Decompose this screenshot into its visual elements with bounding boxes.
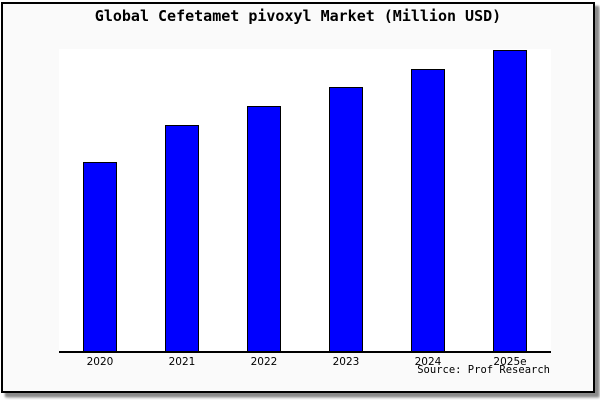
x-tick-label-2020: 2020 (86, 356, 114, 368)
figure-frame: Global Cefetamet pivoxyl Market (Million… (1, 2, 595, 393)
x-tick-label-2021: 2021 (168, 356, 196, 368)
bar-2025e (493, 50, 527, 351)
x-tick-label-2025e: 2025e (493, 356, 527, 368)
bar-column-2020 (59, 49, 141, 351)
x-tick-label-2022: 2022 (250, 356, 278, 368)
bar-column-2021 (141, 49, 223, 351)
bar-2023 (329, 87, 363, 351)
bar-column-2023 (305, 49, 387, 351)
bar-2020 (83, 162, 117, 351)
chart-title: Global Cefetamet pivoxyl Market (Million… (94, 7, 502, 25)
x-tick-label-2023: 2023 (332, 356, 360, 368)
source-note: Source: Prof Research (417, 364, 550, 376)
plot-area (59, 49, 551, 353)
bar-2024 (411, 69, 445, 351)
bar-column-2022 (223, 49, 305, 351)
bar-column-2024 (387, 49, 469, 351)
bar-column-2025e (469, 49, 551, 351)
x-axis-tick-labels: 2020 2021 2022 2023 2024 2025e (59, 356, 551, 368)
x-tick-label-2024: 2024 (414, 356, 442, 368)
bar-2021 (165, 125, 199, 351)
bar-2022 (247, 106, 281, 351)
